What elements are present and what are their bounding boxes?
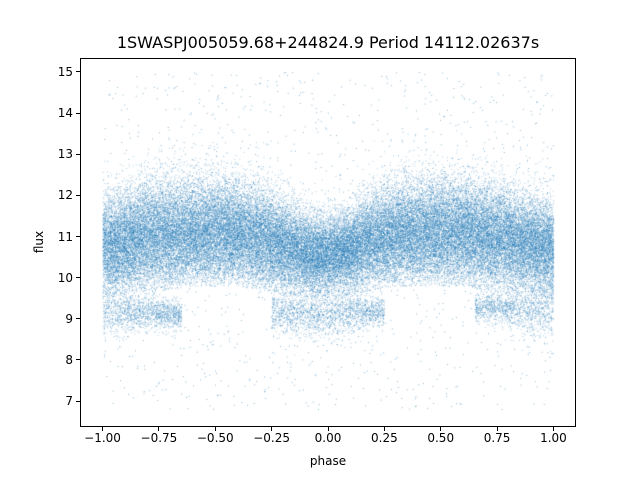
x-tick-mark bbox=[102, 427, 104, 431]
y-tick-mark bbox=[76, 153, 80, 155]
y-tick-mark bbox=[76, 318, 80, 320]
scatter-points bbox=[80, 58, 576, 427]
x-axis-label: phase bbox=[309, 454, 347, 468]
y-tick-mark bbox=[76, 277, 80, 279]
y-tick-mark bbox=[76, 71, 80, 73]
y-axis-label: flux bbox=[32, 230, 46, 254]
x-tick-label: 0.00 bbox=[314, 431, 342, 445]
y-tick-mark bbox=[76, 236, 80, 238]
y-tick-label: 8 bbox=[65, 352, 73, 367]
x-tick-mark bbox=[440, 427, 442, 431]
x-tick-mark bbox=[158, 427, 160, 431]
y-tick-label: 11 bbox=[57, 229, 73, 244]
x-tick-mark bbox=[496, 427, 498, 431]
y-tick-label: 7 bbox=[65, 394, 73, 409]
y-tick-mark bbox=[76, 400, 80, 402]
x-tick-label: 1.00 bbox=[540, 431, 567, 445]
x-tick-label: −0.75 bbox=[140, 431, 178, 445]
y-tick-label: 10 bbox=[57, 270, 73, 285]
x-tick-label: 0.75 bbox=[483, 431, 511, 445]
x-tick-mark bbox=[271, 427, 273, 431]
x-tick-mark bbox=[383, 427, 385, 431]
x-tick-label: 0.25 bbox=[371, 431, 398, 445]
y-tick-label: 14 bbox=[57, 106, 73, 121]
y-tick-label: 13 bbox=[57, 147, 73, 162]
x-tick-mark bbox=[552, 427, 554, 431]
x-tick-mark bbox=[327, 427, 329, 431]
y-tick-label: 9 bbox=[65, 311, 73, 326]
x-tick-label: −1.00 bbox=[84, 431, 121, 445]
y-tick-mark bbox=[76, 359, 80, 361]
x-tick-label: −0.25 bbox=[253, 431, 291, 445]
x-tick-mark bbox=[214, 427, 216, 431]
plot-area bbox=[80, 58, 576, 427]
y-tick-mark bbox=[76, 194, 80, 196]
y-tick-label: 12 bbox=[57, 188, 73, 203]
y-tick-label: 15 bbox=[57, 64, 73, 79]
y-tick-mark bbox=[76, 112, 80, 114]
x-tick-label: −0.50 bbox=[196, 431, 234, 445]
chart-title: 1SWASPJ005059.68+244824.9 Period 14112.0… bbox=[116, 33, 540, 52]
x-tick-label: 0.50 bbox=[427, 431, 455, 445]
